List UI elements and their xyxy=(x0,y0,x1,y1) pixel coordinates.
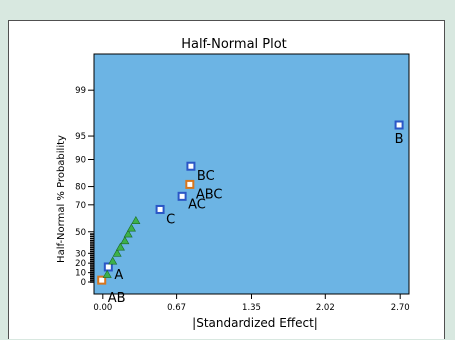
x-axis-title: |Standardized Effect| xyxy=(192,316,318,330)
data-points: A AC C BC B AB ABC xyxy=(97,120,404,306)
point-label: BC xyxy=(197,169,215,184)
effect-point xyxy=(394,120,404,130)
error-point xyxy=(120,236,130,245)
effect-point xyxy=(97,275,107,285)
x-tick-label: 2.70 xyxy=(391,303,410,313)
y-tick-label: 50 xyxy=(75,228,86,238)
error-point xyxy=(112,248,122,257)
y-tick-label: 30 xyxy=(75,249,86,259)
error-point xyxy=(123,229,133,238)
x-tick-label: 0.00 xyxy=(93,303,112,313)
effect-point xyxy=(177,191,187,201)
y-tick-label: 95 xyxy=(75,132,86,142)
x-axis: 0.00 0.67 1.35 2.02 2.70 xyxy=(93,294,410,313)
effect-point xyxy=(155,204,165,214)
y-tick-label: 20 xyxy=(75,259,86,269)
error-point xyxy=(131,216,141,224)
point-label: B xyxy=(395,132,404,147)
effect-point xyxy=(185,179,195,189)
y-tick-label: 70 xyxy=(75,201,86,211)
x-tick-label: 1.35 xyxy=(242,303,261,313)
point-label: A xyxy=(114,268,123,283)
point-label: ABC xyxy=(196,187,223,202)
point-label: AC xyxy=(188,197,206,212)
chart-panel: Half-Normal Plot 0 10 20 30 50 70 80 90 95 99 0.0… xyxy=(8,20,445,339)
x-tick-label: 0.67 xyxy=(167,303,186,313)
error-point xyxy=(115,242,125,251)
error-point xyxy=(126,223,136,232)
y-tick-label: 80 xyxy=(75,183,86,193)
y-tick-label: 90 xyxy=(75,156,86,166)
plot-area xyxy=(93,53,410,295)
point-label: C xyxy=(166,212,175,227)
effect-point xyxy=(103,262,113,272)
point-label: AB xyxy=(108,291,126,306)
effect-point xyxy=(186,161,196,171)
y-tick-label: 10 xyxy=(75,269,86,279)
y-axis-title: Half-Normal % Probability xyxy=(56,135,67,263)
x-tick-label: 2.02 xyxy=(316,303,335,313)
error-point xyxy=(102,269,112,278)
chart-title: Half-Normal Plot xyxy=(181,37,287,52)
error-point xyxy=(108,256,118,265)
y-tick-label: 0 xyxy=(81,278,86,288)
y-tick-label: 99 xyxy=(75,86,86,96)
